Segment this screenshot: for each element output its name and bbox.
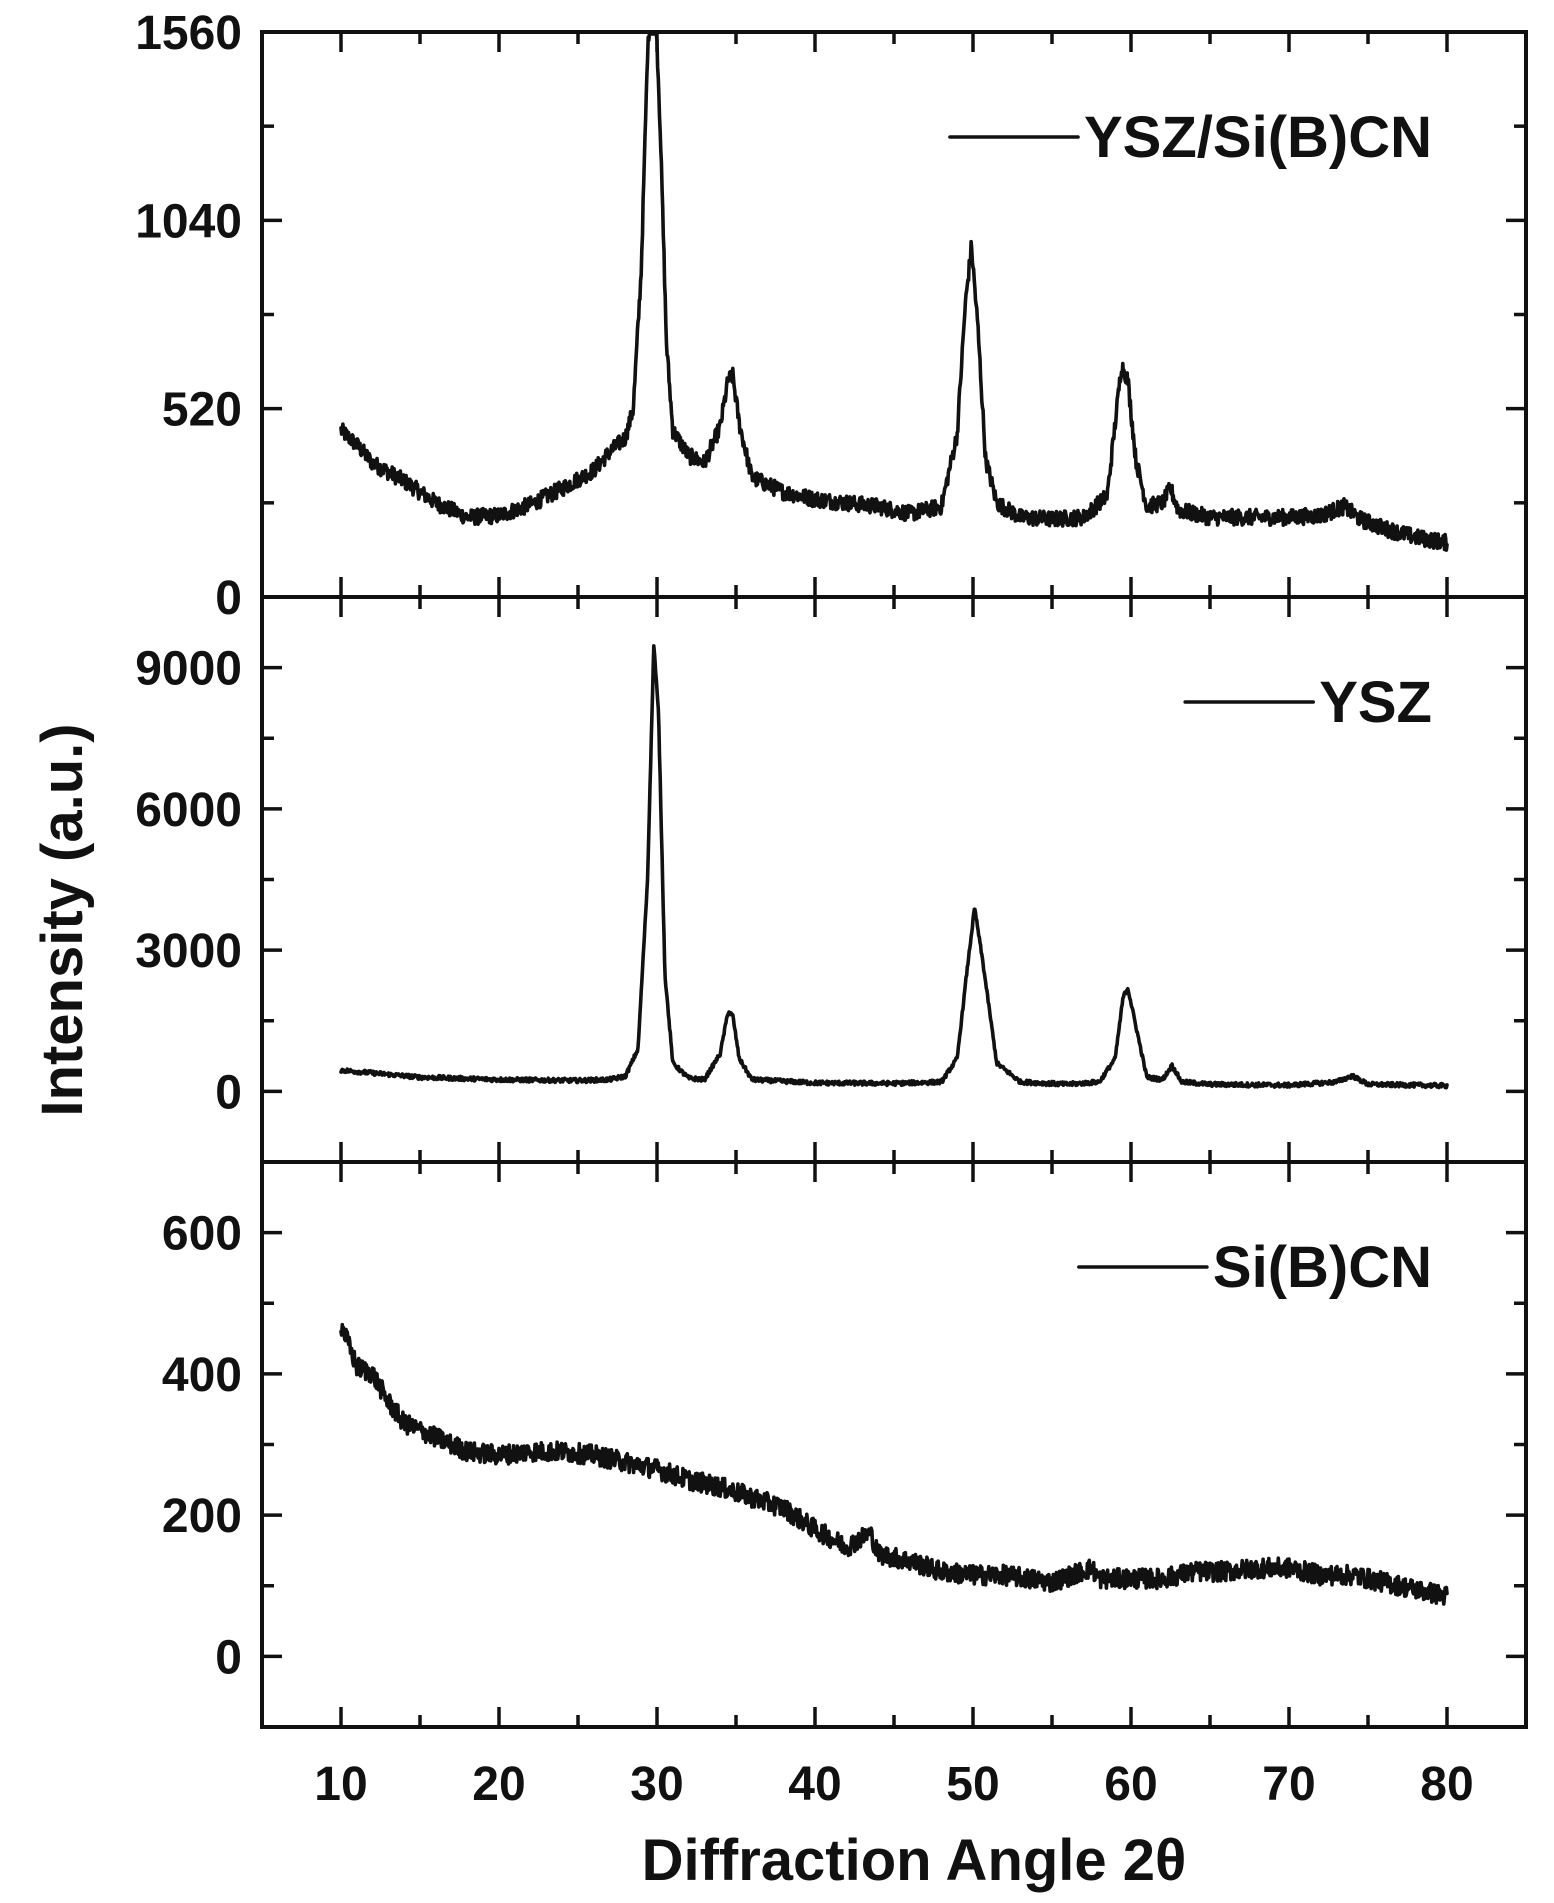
y-tick-label: 6000 xyxy=(135,784,242,837)
panel-2: 0 200 400 600 Si(B)CN xyxy=(162,1160,1528,1729)
y-tick-label: 9000 xyxy=(135,643,242,696)
y-tick-label: 400 xyxy=(162,1349,242,1402)
x-axis: 10 20 30 40 50 60 70 80 xyxy=(314,1758,1473,1811)
panels-layer: 052010401560YSZ/Si(B)CN0300060009000YSZ0… xyxy=(135,7,1528,1729)
y-tick-label: 1040 xyxy=(135,195,242,248)
legend-label: YSZ/Si(B)CN xyxy=(1084,105,1432,170)
y-tick-label: 600 xyxy=(162,1208,242,1261)
x-tick-label: 70 xyxy=(1262,1758,1315,1811)
x-tick-label: 30 xyxy=(630,1758,683,1811)
panel-0: 0 520 1040 1560 YSZ/Si(B)CN xyxy=(135,7,1528,625)
y-tick-label: 3000 xyxy=(135,925,242,978)
x-tick-label: 80 xyxy=(1420,1758,1473,1811)
y-tick-label: 0 xyxy=(215,1066,242,1119)
panel-1: 0 3000 6000 9000 YSZ xyxy=(135,595,1528,1164)
y-tick-label: 520 xyxy=(162,384,242,437)
y-tick-label: 1560 xyxy=(135,7,242,60)
series-line-0 xyxy=(339,32,1449,552)
series-line-1 xyxy=(339,644,1449,1090)
legend-label: YSZ xyxy=(1319,670,1432,735)
x-tick-label: 60 xyxy=(1104,1758,1157,1811)
series-line-2 xyxy=(339,1322,1449,1606)
x-tick-label: 10 xyxy=(314,1758,367,1811)
y-tick-label: 200 xyxy=(162,1490,242,1543)
y-tick-label: 0 xyxy=(215,1631,242,1684)
x-tick-label: 40 xyxy=(788,1758,841,1811)
x-tick-label: 50 xyxy=(946,1758,999,1811)
y-tick-label: 0 xyxy=(215,572,242,625)
x-tick-label: 20 xyxy=(472,1758,525,1811)
x-axis-title: Diffraction Angle 2θ xyxy=(642,1828,1187,1893)
legend-label: Si(B)CN xyxy=(1213,1235,1432,1300)
y-axis-title: Intensity (a.u.) xyxy=(30,723,95,1116)
